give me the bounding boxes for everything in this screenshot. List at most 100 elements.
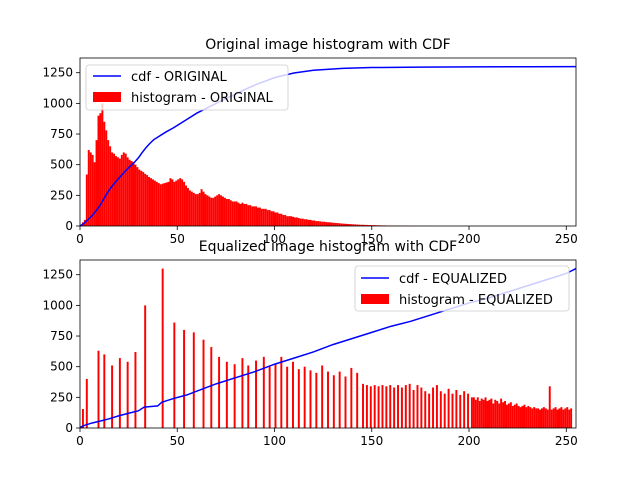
histogram-bar	[365, 224, 368, 226]
histogram-bar	[241, 202, 244, 226]
histogram-bar	[340, 223, 343, 226]
histogram-bar	[97, 115, 100, 226]
histogram-bar	[161, 268, 164, 428]
histogram-bar	[132, 162, 135, 226]
histogram-bar	[305, 219, 308, 226]
histogram-bar	[428, 393, 431, 428]
histogram-bar	[87, 149, 90, 226]
histogram-bar	[278, 213, 281, 226]
histogram-bar	[346, 223, 349, 226]
y-tick-label: 500	[50, 158, 73, 172]
x-tick-label: 0	[76, 434, 84, 448]
histogram-bar	[140, 170, 143, 226]
histogram-bar	[183, 329, 186, 428]
histogram-bar	[175, 180, 178, 226]
histogram-bar	[309, 219, 312, 226]
histogram-bar	[293, 217, 296, 226]
histogram-bar	[377, 386, 380, 428]
histogram-bar	[280, 213, 283, 226]
histogram-bar	[151, 179, 154, 226]
histogram-bar	[161, 183, 164, 226]
histogram-bar	[233, 201, 236, 226]
histogram-bar	[115, 156, 117, 226]
histogram-bar	[328, 222, 331, 226]
histogram-bar	[260, 208, 263, 226]
histogram-bar	[490, 398, 493, 428]
histogram-bar	[292, 216, 294, 226]
histogram-bar	[332, 222, 335, 226]
histogram-bar	[369, 225, 372, 226]
legend-label-histogram-equalized: histogram - EQUALIZED	[399, 293, 553, 308]
histogram-bar	[432, 387, 435, 428]
histogram-bar	[348, 224, 351, 226]
histogram-bar	[321, 221, 324, 226]
histogram-bar	[350, 224, 353, 226]
y-tick-label: 250	[50, 188, 73, 202]
histogram-bar	[97, 350, 100, 428]
histogram-bar	[539, 409, 541, 428]
histogram-bar	[280, 356, 283, 428]
histogram-bar	[179, 178, 182, 226]
histogram-bar	[509, 402, 512, 428]
histogram-bar	[99, 113, 102, 226]
chart-title-equalized: Equalized image histogram with CDF	[199, 239, 458, 255]
histogram-bar	[389, 385, 392, 428]
histogram-bar	[183, 181, 186, 226]
histogram-bar	[447, 388, 450, 428]
histogram-bar	[120, 154, 123, 226]
histogram-bar	[435, 385, 438, 428]
histogram-bar	[116, 157, 119, 226]
histogram-bar	[266, 210, 269, 226]
histogram-bar	[157, 183, 160, 226]
histogram-bar	[472, 397, 475, 428]
histogram-bar	[373, 225, 376, 226]
histogram-bar	[220, 195, 222, 226]
histogram-bar	[206, 195, 209, 226]
histogram-bar	[146, 175, 149, 226]
histogram-bar	[356, 372, 359, 428]
histogram-bar	[282, 214, 285, 226]
histogram-bar	[540, 408, 543, 428]
histogram-bar	[91, 154, 94, 226]
histogram-bar	[255, 360, 258, 428]
histogram-bar	[323, 221, 326, 226]
y-tick-label: 1000	[42, 298, 73, 312]
histogram-bar	[216, 195, 219, 226]
histogram-bar	[498, 403, 501, 428]
histogram-bar	[303, 219, 306, 226]
histogram-bar	[165, 182, 168, 226]
histogram-bar	[81, 408, 84, 428]
histogram-bar	[223, 197, 226, 226]
x-ticks-equalized: 0 50 100 150 200 250	[76, 428, 578, 448]
y-tick-label: 0	[65, 219, 73, 233]
histogram-bar	[424, 391, 427, 428]
histogram-bar	[264, 208, 267, 226]
histogram-bar	[103, 121, 106, 226]
histogram-bar	[315, 372, 318, 428]
histogram-bar	[352, 224, 355, 226]
histogram-bar	[105, 130, 108, 226]
x-tick-label: 150	[360, 434, 383, 448]
histogram-bar	[360, 224, 363, 226]
histogram-bar	[247, 365, 250, 428]
histogram-bar	[268, 366, 271, 428]
histogram-bar	[513, 404, 516, 428]
histogram-bar	[467, 393, 470, 428]
histogram-bar	[173, 322, 176, 428]
histogram-bar	[334, 222, 337, 226]
histogram-bar	[400, 387, 403, 428]
x-tick-label: 250	[555, 232, 578, 246]
x-tick-label: 50	[170, 434, 185, 448]
histogram-bar	[243, 203, 246, 226]
histogram-bar	[317, 221, 320, 226]
histogram-bar	[533, 407, 536, 428]
histogram-bar	[297, 218, 300, 226]
histogram-bar	[500, 398, 503, 428]
histogram-bar	[292, 361, 294, 428]
histogram-bar	[262, 208, 265, 226]
histogram-bar	[492, 403, 495, 428]
histogram-bar	[459, 394, 462, 428]
x-ticks-original: 0 50 100 150 200 250	[76, 226, 578, 246]
histogram-bar	[210, 347, 213, 428]
histogram-bar	[295, 217, 298, 226]
